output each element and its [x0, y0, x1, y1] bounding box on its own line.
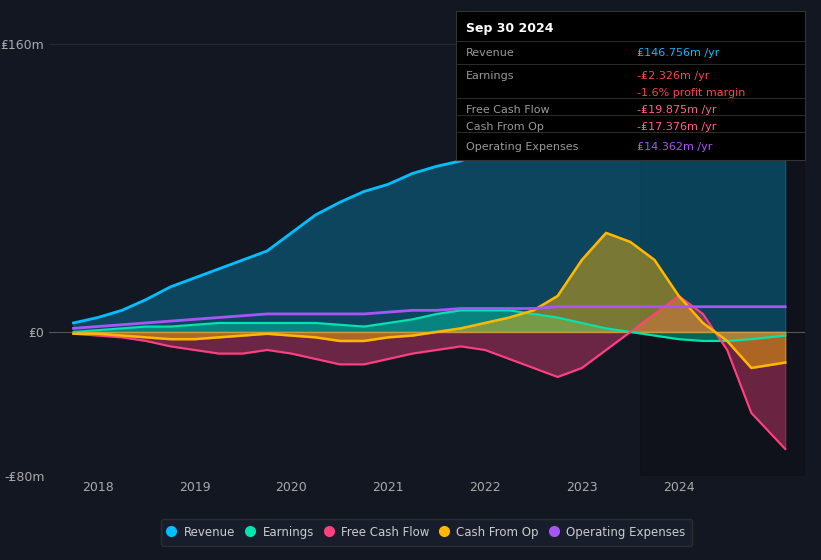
Text: Cash From Op: Cash From Op — [466, 123, 544, 133]
Text: -₤19.875m /yr: -₤19.875m /yr — [637, 105, 717, 115]
Text: Revenue: Revenue — [466, 48, 515, 58]
Text: Free Cash Flow: Free Cash Flow — [466, 105, 550, 115]
Legend: Revenue, Earnings, Free Cash Flow, Cash From Op, Operating Expenses: Revenue, Earnings, Free Cash Flow, Cash … — [162, 519, 692, 546]
Text: -1.6% profit margin: -1.6% profit margin — [637, 88, 745, 99]
Text: Operating Expenses: Operating Expenses — [466, 142, 579, 152]
Text: Sep 30 2024: Sep 30 2024 — [466, 22, 553, 35]
Text: Earnings: Earnings — [466, 71, 515, 81]
Text: -₤2.326m /yr: -₤2.326m /yr — [637, 71, 709, 81]
Bar — [640, 17, 805, 476]
Text: ₤146.756m /yr: ₤146.756m /yr — [637, 48, 719, 58]
Text: ₤14.362m /yr: ₤14.362m /yr — [637, 142, 713, 152]
Text: -₤17.376m /yr: -₤17.376m /yr — [637, 123, 717, 133]
